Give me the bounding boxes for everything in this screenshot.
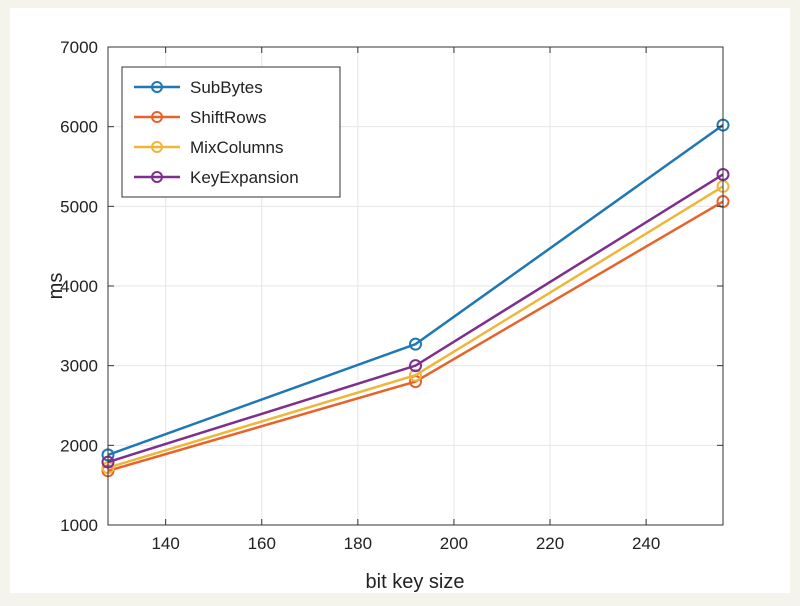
y-tick-label: 3000	[60, 357, 98, 376]
data-point-keyexpansion	[409, 359, 422, 373]
x-tick-label: 240	[632, 534, 660, 553]
legend-swatch-marker	[151, 111, 163, 123]
series-line-mixcolumns	[107, 185, 724, 469]
series-line-subbytes	[107, 124, 724, 457]
legend-entry-label: MixColumns	[190, 138, 284, 157]
y-tick-label: 1000	[60, 516, 98, 535]
legend-box	[121, 66, 341, 198]
x-axis-label: bit key size	[366, 571, 465, 593]
x-tick-label: 180	[344, 534, 372, 553]
data-point-mixcolumns	[409, 368, 422, 382]
x-tick-label: 200	[440, 534, 468, 553]
legend-entry-label: ShiftRows	[190, 108, 267, 127]
x-tick-label: 140	[151, 534, 179, 553]
series-line-keyexpansion	[107, 173, 724, 464]
x-tick-label: 160	[248, 534, 276, 553]
legend-swatch-marker	[151, 81, 163, 93]
legend-swatch-marker	[151, 171, 163, 183]
y-tick-label: 6000	[60, 118, 98, 137]
x-tick-label: 220	[536, 534, 564, 553]
legend-swatch-marker	[151, 141, 163, 153]
legend-entry-label: SubBytes	[190, 78, 263, 97]
legend: SubBytes ShiftRows MixColumns KeyExpansion	[121, 66, 341, 198]
axis-ticks: 140 160 180 200 220 240 1000 2000 3000 4000 5000 60…	[60, 38, 723, 553]
y-tick-label: 2000	[60, 436, 98, 455]
y-tick-label: 4000	[60, 277, 98, 296]
y-axis-label: ms	[45, 273, 67, 300]
legend-entry-label: KeyExpansion	[190, 168, 299, 187]
y-tick-label: 5000	[60, 197, 98, 216]
data-point-subbytes	[409, 337, 422, 351]
y-tick-label: 7000	[60, 38, 98, 57]
